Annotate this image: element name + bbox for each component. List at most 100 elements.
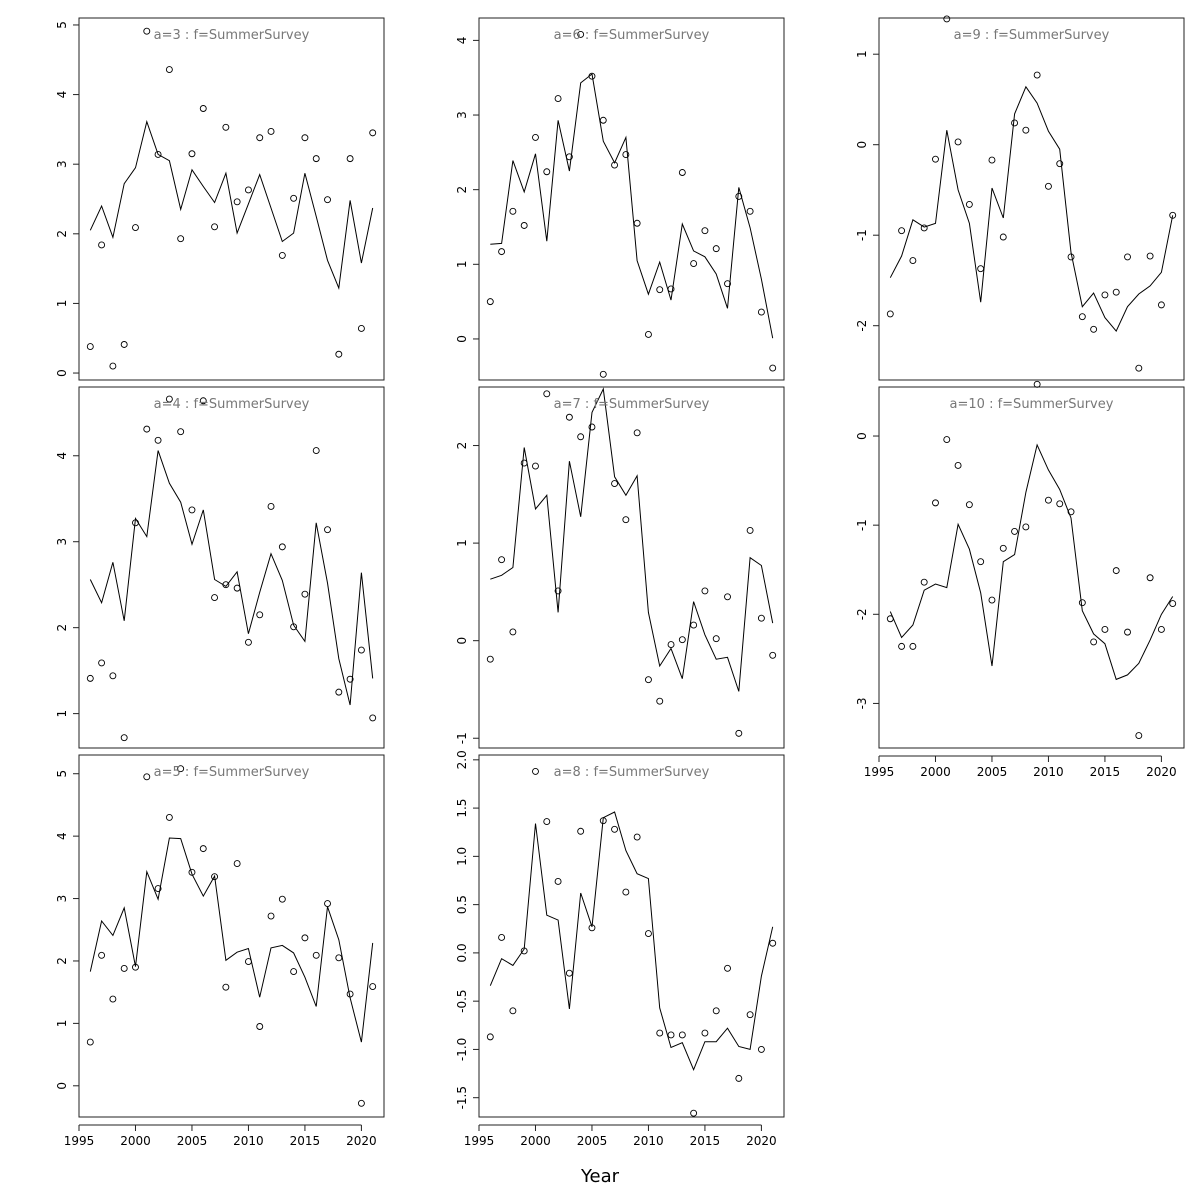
observed-point	[346, 990, 354, 998]
y-tick-label: -1	[455, 732, 469, 744]
observed-point	[267, 503, 275, 510]
y-tick-label: 0	[55, 369, 69, 377]
fitted-series-line	[89, 450, 374, 706]
observed-point	[369, 714, 377, 722]
y-axis: -1.5 -1.0 -0.5 0.0 0.5 1.0 1.5 2.0	[455, 750, 479, 1109]
observed-point	[678, 636, 686, 644]
panel-7: -2 -1 0 1 a=9 : f=SummerSurvey	[855, 15, 1185, 381]
y-tick-label: 1	[55, 300, 69, 308]
observed-point	[886, 310, 894, 318]
observed-point	[886, 615, 894, 623]
observed-point	[1044, 182, 1052, 190]
y-tick-label: 1	[455, 260, 469, 268]
fitted-series-line	[490, 73, 774, 339]
observed-point	[1112, 288, 1120, 296]
y-tick-label: 3	[55, 538, 69, 546]
y-tick-label: 4	[455, 37, 469, 45]
panel-frame	[478, 754, 785, 1118]
y-tick-label: -3	[855, 697, 869, 709]
observed-point	[132, 224, 139, 231]
observed-point	[109, 362, 117, 370]
observed-point	[965, 200, 973, 208]
panel-frame	[78, 17, 385, 381]
observed-point	[667, 285, 675, 293]
observed-point	[188, 868, 196, 876]
observed-point	[1044, 496, 1052, 504]
y-axis: -3 -2 -1 0	[855, 432, 879, 709]
observed-point	[622, 888, 630, 896]
observed-point	[724, 280, 731, 288]
observed-point	[712, 1007, 720, 1015]
y-tick-label: -2	[855, 320, 869, 332]
observed-point	[98, 659, 106, 667]
observed-point	[667, 641, 675, 649]
y-tick-label: 1.5	[455, 799, 469, 818]
observed-point	[690, 260, 698, 268]
observed-point	[965, 501, 973, 509]
observed-point	[701, 587, 709, 595]
x-tick-label: 1995	[864, 765, 895, 779]
observed-point	[532, 462, 539, 470]
observed-point	[509, 207, 517, 215]
observed-points	[486, 767, 777, 1117]
observed-point	[690, 621, 698, 629]
observed-point	[177, 428, 185, 436]
observed-point	[165, 66, 173, 73]
x-tick-label: 2010	[233, 1134, 264, 1148]
observed-point	[154, 150, 162, 158]
observed-point	[943, 436, 951, 444]
observed-point	[357, 325, 365, 332]
observed-point	[611, 480, 619, 488]
y-axis: -2 -1 0 1	[855, 50, 879, 332]
observed-points	[486, 30, 777, 372]
observed-point	[543, 818, 551, 826]
observed-point	[656, 1029, 664, 1037]
observed-point	[98, 241, 106, 249]
y-tick-label: 2	[55, 624, 69, 632]
observed-point	[1135, 364, 1143, 372]
y-tick-label: 0	[855, 432, 869, 440]
y-tick-label: 1.0	[455, 847, 469, 866]
panel-6: -1.5 -1.0 -0.5 0.0 0.5 1.0 1.5 2.0 1995 2000 2005 2…	[455, 750, 785, 1148]
observed-point	[577, 30, 585, 38]
observed-point	[1022, 126, 1030, 134]
observed-points	[486, 370, 777, 737]
observed-point	[757, 308, 765, 316]
observed-point	[222, 123, 230, 131]
observed-point	[746, 207, 754, 215]
observed-point	[1090, 638, 1098, 646]
panel-frame	[78, 754, 385, 1118]
observed-point	[909, 642, 917, 650]
x-tick-label: 2015	[690, 1134, 721, 1148]
x-tick-label: 1995	[464, 1134, 495, 1148]
observed-point	[644, 930, 652, 938]
panel-2: 1 2 3 4 a=4 : f=SummerSurvey	[55, 386, 385, 749]
observed-point	[278, 251, 286, 259]
observed-point	[312, 951, 320, 959]
y-axis: 0 1 2 3 4	[455, 37, 479, 343]
observed-point	[233, 584, 241, 592]
y-tick-label: 2	[55, 230, 69, 238]
observed-point	[735, 729, 743, 737]
observed-point	[324, 196, 331, 204]
observed-point	[712, 635, 720, 643]
y-tick-label: 1	[55, 710, 69, 718]
observed-point	[369, 983, 377, 991]
observed-point	[188, 506, 196, 514]
observed-point	[244, 958, 252, 966]
observed-point	[1033, 380, 1041, 388]
observed-points	[886, 380, 1177, 739]
y-tick-label: 0	[855, 141, 869, 149]
x-tick-label: 1995	[64, 1134, 95, 1148]
observed-point	[154, 885, 162, 893]
y-axis: 0 1 2 3 4 5	[55, 770, 79, 1090]
y-tick-label: 5	[55, 770, 69, 778]
observed-point	[898, 642, 906, 650]
x-tick-label: 2015	[290, 1134, 321, 1148]
y-tick-label: 0	[455, 637, 469, 645]
panel-title: a=6 : f=SummerSurvey	[554, 28, 710, 43]
y-tick-label: 2.0	[455, 750, 469, 769]
observed-point	[588, 72, 596, 80]
observed-point	[278, 543, 286, 551]
x-tick-label: 2000	[920, 765, 951, 779]
